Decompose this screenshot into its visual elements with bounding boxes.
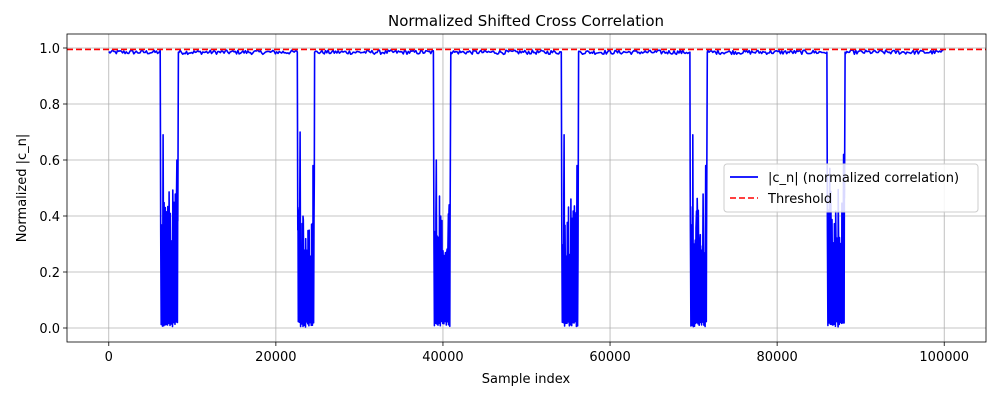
y-axis-label: Normalized |c_n| <box>15 134 30 243</box>
x-tick-label: 0 <box>105 350 113 365</box>
correlation-series-line <box>108 49 944 328</box>
x-axis-label: Sample index <box>482 372 571 387</box>
x-tick-label: 100000 <box>919 350 969 365</box>
x-tick-label: 80000 <box>756 350 797 365</box>
y-tick-label: 0.2 <box>39 266 60 281</box>
legend-box <box>723 163 979 213</box>
x-tick-label: 40000 <box>422 350 463 365</box>
y-tick-label: 0.6 <box>39 154 60 169</box>
chart-title: Normalized Shifted Cross Correlation <box>388 12 664 30</box>
x-tick-label: 20000 <box>255 350 296 365</box>
legend-label-threshold: Threshold <box>767 192 832 207</box>
x-tick-label: 60000 <box>589 350 630 365</box>
y-tick-label: 0.8 <box>39 98 60 113</box>
y-tick-label: 1.0 <box>39 42 60 57</box>
legend: |c_n| (normalized correlation) Threshold <box>723 163 979 213</box>
y-tick-label: 0.0 <box>39 322 60 337</box>
tick-layer: 0 20000 40000 60000 80000 100000 0.0 0.2 0.4 0.6 0… <box>39 42 969 365</box>
plot-frame <box>66 33 987 343</box>
legend-label-correlation: |c_n| (normalized correlation) <box>768 171 959 186</box>
series-layer <box>67 48 986 328</box>
y-tick-label: 0.4 <box>39 210 60 225</box>
